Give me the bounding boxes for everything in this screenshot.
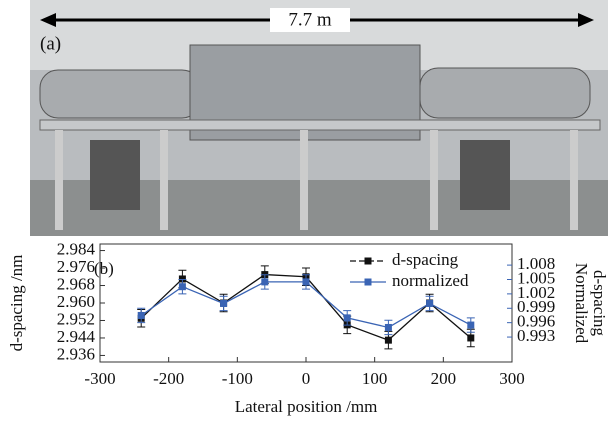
y-tick-label: 2.984 <box>57 239 96 258</box>
point <box>384 323 392 331</box>
point <box>220 299 228 307</box>
y-tick-label: 2.960 <box>57 292 95 311</box>
y2-tick-label: 1.008 <box>517 254 555 273</box>
x-tick-label: -100 <box>222 369 253 388</box>
chamber <box>419 67 591 119</box>
panel-label: (a) <box>40 33 61 54</box>
legend-label: d-spacing <box>392 250 459 269</box>
y2-tick-label: 0.999 <box>517 297 555 316</box>
y2-axis-label: d-spacing <box>590 270 608 337</box>
leg <box>55 130 63 230</box>
point <box>467 334 475 342</box>
x-tick-label: 0 <box>302 369 311 388</box>
y-axis-label: d-spacing /nm <box>7 255 26 352</box>
point <box>384 336 392 344</box>
point <box>137 311 145 319</box>
y2-axis-label: Normalized <box>572 263 591 344</box>
pump <box>90 140 140 210</box>
y2-tick-label: 0.993 <box>517 326 555 345</box>
x-tick-label: 300 <box>499 369 525 388</box>
chamber <box>39 69 201 119</box>
point <box>343 314 351 322</box>
point <box>261 278 269 286</box>
legend-label: normalized <box>392 271 469 290</box>
frame <box>39 119 601 131</box>
legend-marker <box>364 257 372 265</box>
point <box>426 299 434 307</box>
point <box>302 278 310 286</box>
dimension-label: 7.7 m <box>288 9 332 30</box>
y2-tick-label: 1.002 <box>517 283 555 302</box>
point <box>178 275 186 283</box>
chart: (b) Lateral position /mm d-spacing /nm N… <box>7 239 608 415</box>
y-tick-label: 2.952 <box>57 309 95 328</box>
y-tick-label: 2.936 <box>57 344 95 363</box>
x-tick-label: -300 <box>84 369 115 388</box>
x-axis-label: Lateral position /mm <box>235 397 378 416</box>
legend-marker <box>364 278 372 286</box>
x-tick-label: -200 <box>153 369 184 388</box>
leg <box>160 130 168 230</box>
y-tick-label: 2.976 <box>57 257 95 276</box>
point <box>178 283 186 291</box>
x-tick-label: 200 <box>431 369 457 388</box>
y2-tick-label: 0.996 <box>517 312 555 331</box>
leg <box>430 130 438 230</box>
y2-tick-label: 1.005 <box>517 268 555 287</box>
point <box>467 321 475 329</box>
photo: 7.7 m (a) <box>30 0 608 236</box>
leg <box>570 130 578 230</box>
dimension-box <box>270 8 350 32</box>
pump <box>460 140 510 210</box>
x-tick-label: 100 <box>362 369 388 388</box>
y-tick-label: 2.944 <box>57 327 96 346</box>
y-tick-label: 2.968 <box>57 274 95 293</box>
leg <box>300 130 308 230</box>
